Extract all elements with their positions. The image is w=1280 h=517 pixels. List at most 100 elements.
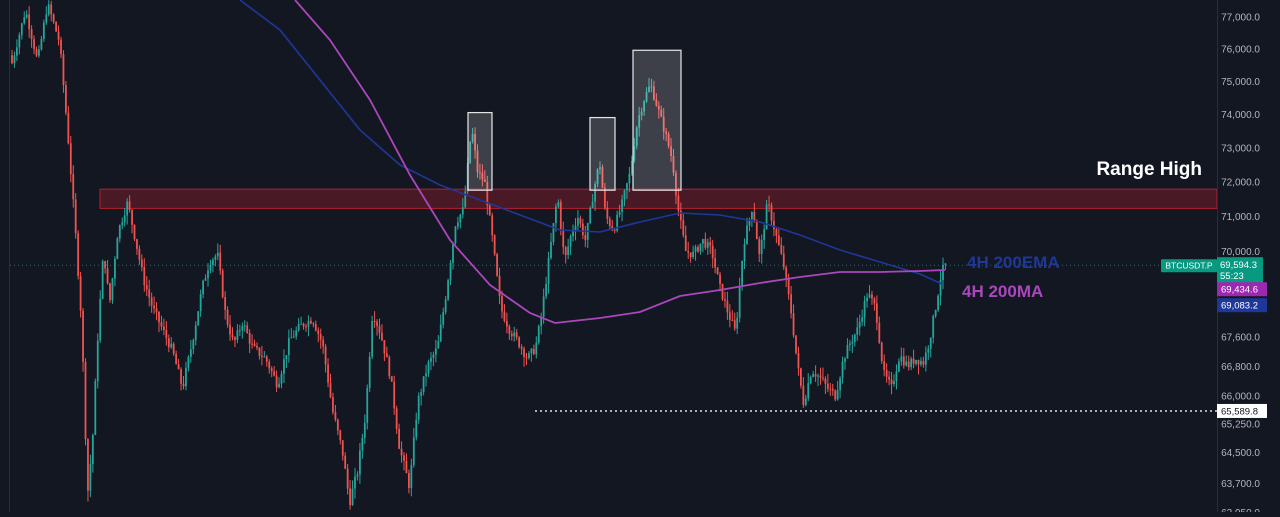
candle-body [785, 267, 787, 277]
candle-body [790, 294, 792, 313]
candle-body [415, 420, 417, 438]
y-tick-label: 77,000.0 [1221, 13, 1260, 24]
candle-body [861, 317, 863, 321]
candle-body [391, 376, 393, 381]
candle-body [560, 202, 562, 229]
y-tick-label: 75,000.0 [1221, 77, 1260, 88]
candle-body [134, 225, 136, 239]
candle-body [41, 39, 43, 50]
candle-body [271, 368, 273, 371]
candle-body [249, 333, 251, 344]
candle-body [408, 473, 410, 488]
candle-body [624, 191, 626, 200]
candle-body [310, 321, 312, 324]
candle-body [146, 285, 148, 289]
candle-body [288, 338, 290, 355]
candle-body [459, 215, 461, 223]
candle-body [266, 357, 268, 362]
candle-body [680, 211, 682, 221]
candle-body [849, 344, 851, 345]
candle-body [445, 300, 447, 313]
candle-body [913, 359, 915, 364]
candle-body [577, 218, 579, 226]
candle-body [874, 298, 876, 303]
candle-body [349, 489, 351, 505]
candle-body [621, 199, 623, 211]
candle-body [170, 344, 172, 348]
candle-body [114, 259, 116, 278]
candle-body [690, 252, 692, 257]
y-tick-label: 73,000.0 [1221, 144, 1260, 155]
candle-body [859, 322, 861, 328]
candle-body [124, 215, 126, 222]
candle-body [535, 343, 537, 354]
candle-body [369, 357, 371, 388]
candle-body [793, 313, 795, 335]
candle-body [119, 225, 121, 238]
candle-body [381, 333, 383, 340]
candle-body [531, 349, 533, 353]
candle-body [709, 242, 711, 246]
candle-body [327, 364, 329, 382]
candle-body [428, 362, 430, 374]
candle-body [293, 337, 295, 338]
candle-body [423, 376, 425, 392]
candle-body [734, 320, 736, 328]
candle-body [440, 325, 442, 342]
candle-body [295, 330, 297, 336]
candle-body [85, 362, 87, 439]
candle-body [261, 356, 263, 357]
candle-body [812, 374, 814, 377]
candle-body [829, 389, 831, 390]
candle-body [192, 340, 194, 349]
candle-body [410, 465, 412, 488]
candle-body [869, 294, 871, 297]
candle-body [834, 390, 836, 399]
candle-body [75, 199, 77, 233]
candle-body [180, 369, 182, 384]
candle-body [305, 326, 307, 327]
candle-body [876, 303, 878, 322]
candle-body [489, 205, 491, 215]
candle-body [893, 381, 895, 384]
last-price-value: 69,594.3 [1220, 260, 1257, 271]
candle-body [442, 312, 444, 324]
candle-body [425, 373, 427, 376]
candle-body [685, 235, 687, 251]
candle-body [153, 306, 155, 309]
candle-body [26, 15, 28, 18]
candle-body [48, 4, 50, 14]
candle-body [847, 345, 849, 359]
candle-body [815, 374, 817, 376]
candle-body [173, 344, 175, 354]
y-tick-label: 67,600.0 [1221, 333, 1260, 344]
candle-body [827, 384, 829, 389]
candle-body [143, 267, 145, 285]
candle-body [300, 324, 302, 325]
candle-body [557, 202, 559, 207]
candle-body [239, 330, 241, 331]
candle-body [276, 376, 278, 388]
candle-body [18, 35, 20, 47]
candle-body [518, 337, 520, 347]
candle-body [55, 22, 57, 32]
candle-body [508, 327, 510, 334]
candle-body [384, 340, 386, 353]
candle-body [141, 260, 143, 268]
candle-body [286, 355, 288, 359]
candle-body [87, 439, 89, 491]
candle-body [692, 252, 694, 257]
candle-body [506, 321, 508, 327]
candle-body [447, 280, 449, 299]
candle-body [908, 362, 910, 368]
candle-body [609, 219, 611, 226]
candle-body [317, 330, 319, 333]
candle-body [825, 379, 827, 384]
candle-body [190, 349, 192, 357]
candle-body [168, 338, 170, 347]
candle-body [935, 310, 937, 316]
candle-body [290, 337, 292, 338]
candle-body [244, 325, 246, 326]
